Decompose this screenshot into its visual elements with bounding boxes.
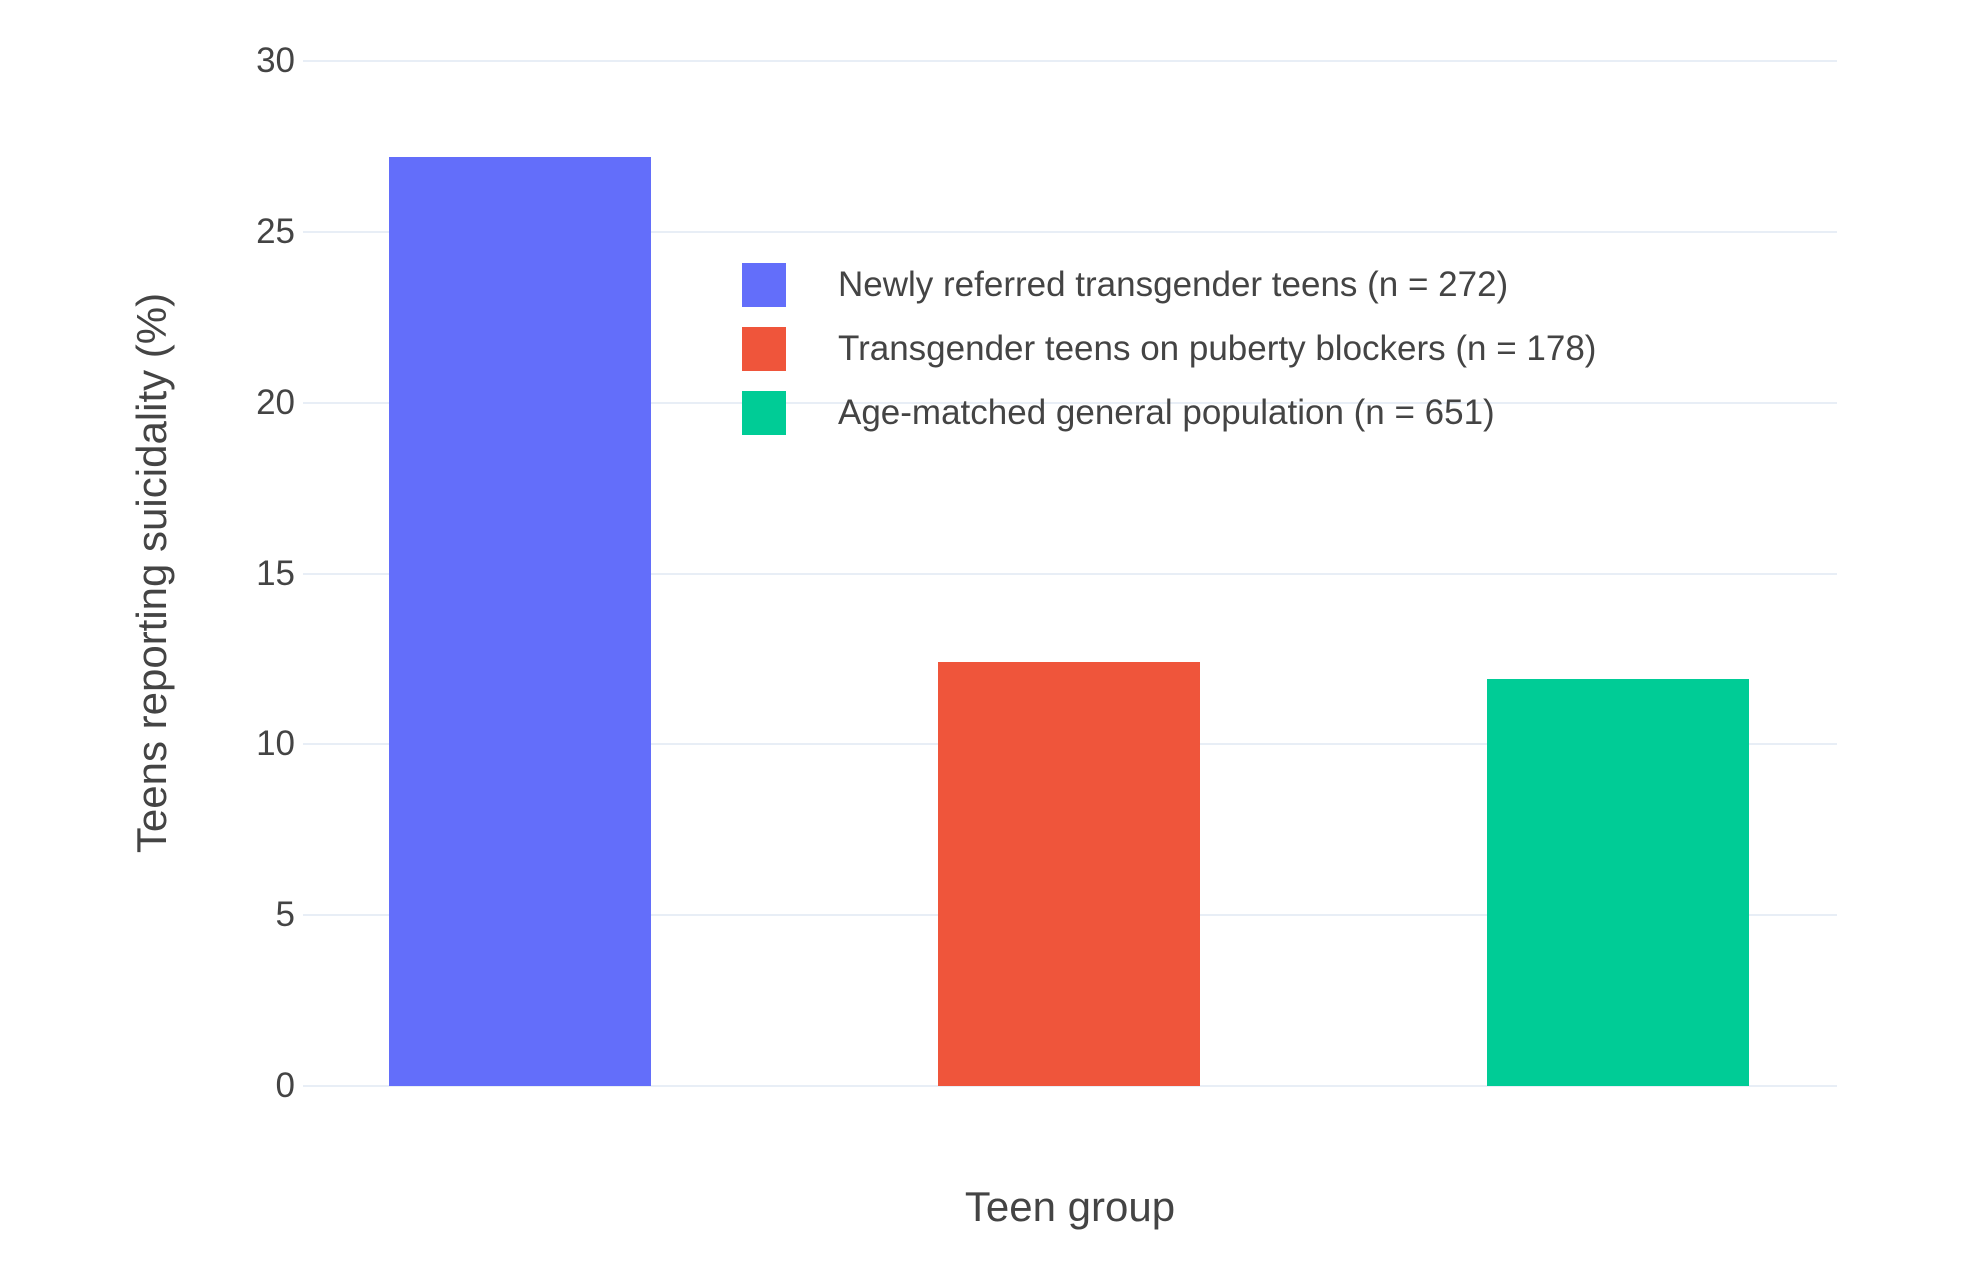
gridline-y-20 <box>303 401 1837 404</box>
plot-area: Newly referred transgender teens (n = 27… <box>303 60 1837 1087</box>
legend-swatch-3 <box>742 391 786 435</box>
gridline-y-25 <box>303 230 1837 233</box>
legend-swatch-1 <box>742 263 786 307</box>
x-axis-title: Teen group <box>964 1183 1176 1230</box>
legend-item-1[interactable]: Newly referred transgender teens (n = 27… <box>742 263 1596 307</box>
bar-series-2[interactable] <box>938 662 1200 1086</box>
y-tick-label-25: 25 <box>256 211 295 251</box>
bar-series-1[interactable] <box>389 156 651 1086</box>
legend-label-3: Age-matched general population (n = 651) <box>838 393 1495 432</box>
legend-item-3[interactable]: Age-matched general population (n = 651) <box>742 391 1596 435</box>
gridline-y-15 <box>303 572 1837 575</box>
legend-label-1: Newly referred transgender teens (n = 27… <box>838 265 1509 304</box>
y-tick-label-5: 5 <box>275 895 295 935</box>
y-tick-label-20: 20 <box>256 382 295 422</box>
y-tick-label-30: 30 <box>256 41 295 80</box>
y-tick-label-0: 0 <box>275 1066 295 1105</box>
bar-series-3[interactable] <box>1487 679 1749 1086</box>
y-tick-label-15: 15 <box>256 553 295 593</box>
gridline-y-30 <box>303 60 1837 62</box>
legend-swatch-2 <box>742 327 786 371</box>
legend-label-2: Transgender teens on puberty blockers (n… <box>838 329 1597 368</box>
y-tick-label-10: 10 <box>256 724 295 764</box>
legend: Newly referred transgender teens (n = 27… <box>742 263 1596 435</box>
gridline-y-0 <box>303 1085 1837 1087</box>
legend-item-2[interactable]: Transgender teens on puberty blockers (n… <box>742 327 1596 371</box>
